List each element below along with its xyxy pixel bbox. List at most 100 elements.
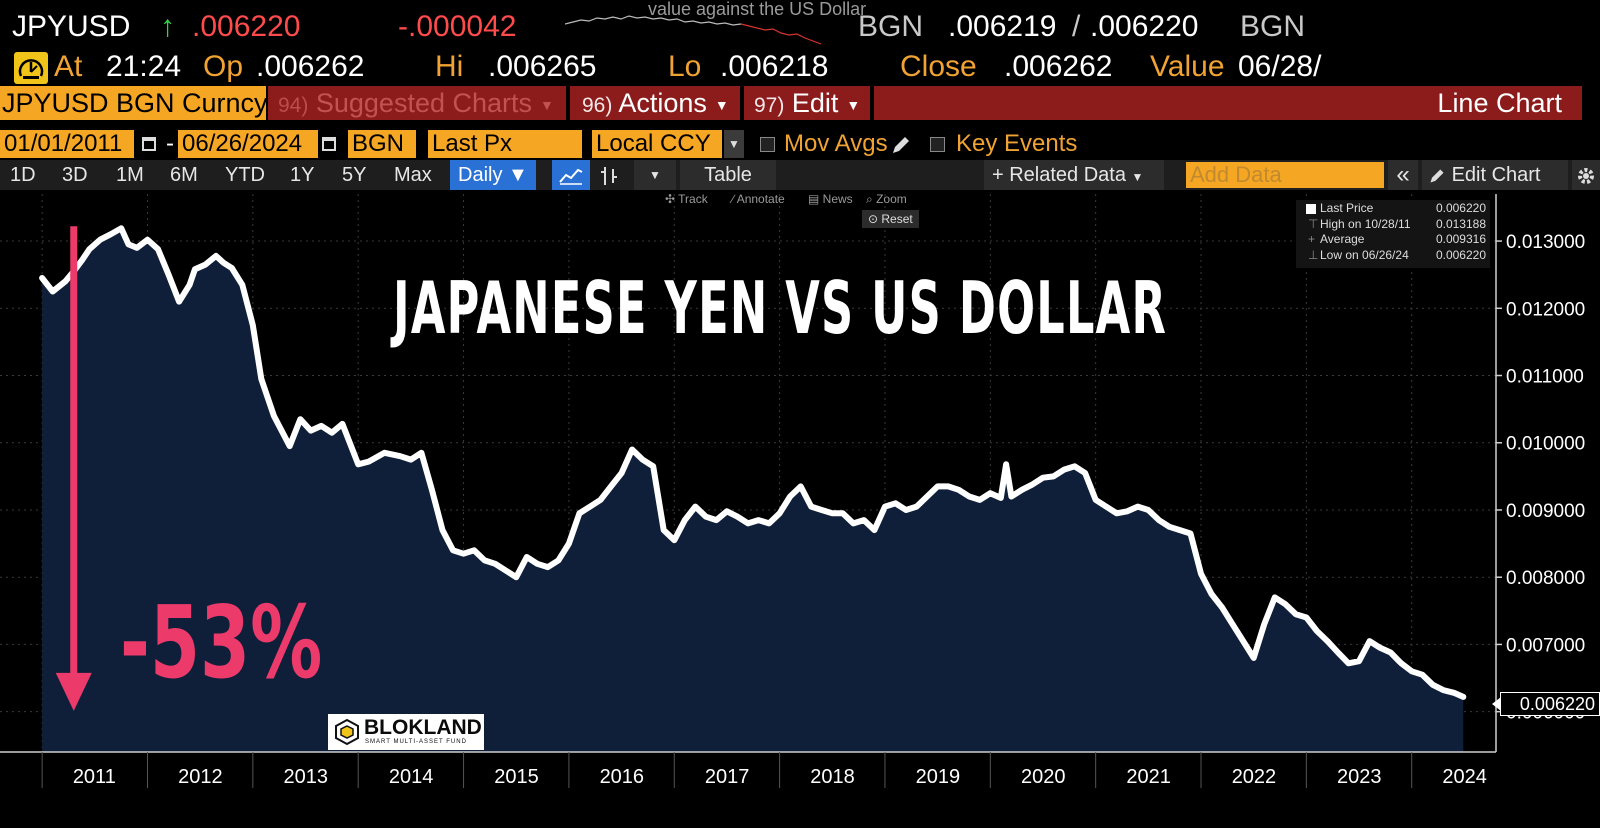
x-tick-label: 2022 xyxy=(1232,766,1277,788)
alert-gauge-icon[interactable] xyxy=(14,52,48,84)
start-date-field[interactable]: 01/01/2011 xyxy=(0,130,134,158)
data-point xyxy=(397,453,403,459)
calendar-icon[interactable] xyxy=(142,137,156,151)
date-range-dash: - xyxy=(166,130,174,157)
x-tick-label: 2021 xyxy=(1126,766,1171,788)
x-tick-label: 2014 xyxy=(389,766,434,788)
frequency-dropdown[interactable]: Daily ▼ xyxy=(450,160,536,190)
legend-value: 0.006220 xyxy=(1435,247,1486,262)
data-point xyxy=(703,514,709,520)
news-tool[interactable]: ▤ News xyxy=(808,192,853,206)
price-field-selector[interactable]: Last Px xyxy=(428,130,582,158)
quote-strip: At 21:24 Op .006262 Hi .006265 Lo .00621… xyxy=(0,48,1600,86)
period-3d[interactable]: 3D xyxy=(62,164,88,186)
legend-label: High on 10/28/11 xyxy=(1320,216,1411,231)
data-point xyxy=(1124,508,1130,514)
zoom-tool[interactable]: ⌕ Zoom xyxy=(866,192,907,206)
track-tool[interactable]: ✣ Track xyxy=(665,192,708,206)
last-price: .006220 xyxy=(192,10,301,43)
data-point xyxy=(924,493,930,500)
period-5y[interactable]: 5Y xyxy=(342,164,367,186)
reset-button[interactable]: ⊙ Reset xyxy=(862,210,919,228)
data-point xyxy=(608,483,614,490)
end-date-field[interactable]: 06/26/2024 xyxy=(178,130,318,158)
data-point xyxy=(329,430,335,436)
x-tick-label: 2012 xyxy=(178,766,223,788)
period-6m[interactable]: 6M xyxy=(170,164,198,186)
edit-chart-button[interactable]: Edit Chart xyxy=(1422,160,1568,190)
close-label: Close xyxy=(900,50,977,83)
data-point xyxy=(460,551,467,557)
legend-value: 0.006220 xyxy=(1435,201,1486,215)
data-point xyxy=(913,504,920,510)
ticker-symbol[interactable]: JPYUSD xyxy=(12,10,131,43)
data-point xyxy=(202,261,209,268)
actions-menu[interactable]: 96) Actions ▼ xyxy=(570,86,740,120)
ohlc-bar-icon[interactable] xyxy=(598,160,620,190)
chart-caption: value against the US Dollar xyxy=(648,0,867,19)
data-point xyxy=(418,450,425,456)
chevron-down-icon[interactable]: ▼ xyxy=(724,130,744,158)
chevron-down-icon: ▼ xyxy=(846,96,861,113)
data-point xyxy=(1071,463,1078,469)
data-point xyxy=(1314,628,1320,634)
data-point xyxy=(187,282,193,288)
data-point xyxy=(1029,481,1036,488)
open-label: Op xyxy=(203,50,244,83)
pencil-icon[interactable] xyxy=(890,134,912,156)
data-point xyxy=(134,245,140,251)
related-data-menu[interactable]: + Related Data ▼ xyxy=(984,160,1164,190)
data-point xyxy=(39,275,45,281)
chevron-down-icon[interactable]: ▼ xyxy=(634,160,676,190)
data-point xyxy=(1093,497,1099,503)
period-1d[interactable]: 1D xyxy=(10,164,36,186)
data-point xyxy=(118,225,124,231)
annotate-tool-label: Annotate xyxy=(736,192,785,206)
period-1m[interactable]: 1M xyxy=(116,164,144,186)
data-point xyxy=(1145,507,1151,513)
mov-avgs-checkbox[interactable] xyxy=(760,137,775,152)
data-point xyxy=(176,298,182,305)
legend-row-low: ⊥ Low on 06/26/24 0.006220 xyxy=(1302,248,1486,264)
data-point xyxy=(125,241,132,248)
close-value: .006262 xyxy=(1004,50,1113,83)
currency-selector[interactable]: Local CCY xyxy=(592,130,722,158)
edit-menu[interactable]: 97) Edit ▼ xyxy=(744,86,870,120)
data-point xyxy=(903,507,909,513)
calendar-icon[interactable] xyxy=(322,137,336,151)
data-point xyxy=(661,527,667,533)
collapse-icon[interactable]: « xyxy=(1388,160,1418,190)
chart-type-title: Line Chart xyxy=(874,86,1582,120)
data-point xyxy=(755,517,762,523)
line-chart-icon[interactable] xyxy=(552,160,590,190)
period-ytd[interactable]: YTD xyxy=(225,164,265,186)
suggested-charts-menu[interactable]: 94) Suggested Charts ▼ xyxy=(268,86,566,120)
ask-price: .006220 xyxy=(1090,10,1199,43)
pricing-source-field[interactable]: BGN xyxy=(348,130,416,158)
annotate-tool[interactable]: ∕ Annotate xyxy=(732,192,785,206)
data-point xyxy=(1398,660,1404,666)
gear-icon[interactable] xyxy=(1572,160,1600,190)
data-point xyxy=(408,456,414,463)
data-point xyxy=(1230,621,1236,627)
period-1y[interactable]: 1Y xyxy=(290,164,315,186)
data-point xyxy=(798,483,804,490)
security-field[interactable]: JPYUSD BGN Curncy xyxy=(0,86,268,120)
y-tick-label: 0.013000 xyxy=(1506,232,1585,253)
period-max[interactable]: Max xyxy=(394,164,432,186)
y-tick-label: 0.007000 xyxy=(1506,635,1585,656)
data-point xyxy=(861,517,867,523)
data-point xyxy=(471,547,477,553)
legend-value: 0.009316 xyxy=(1435,232,1486,246)
actions-label: Actions xyxy=(618,88,707,118)
up-arrow-icon: ↑ xyxy=(160,10,175,43)
add-data-input[interactable]: Add Data xyxy=(1186,162,1384,188)
table-button[interactable]: Table xyxy=(680,160,776,190)
data-point xyxy=(1003,461,1009,467)
key-events-checkbox[interactable] xyxy=(930,137,945,152)
x-tick-label: 2023 xyxy=(1337,766,1382,788)
data-point xyxy=(250,322,256,328)
data-point xyxy=(777,510,783,516)
data-point xyxy=(850,520,856,527)
reset-label: Reset xyxy=(881,212,913,226)
